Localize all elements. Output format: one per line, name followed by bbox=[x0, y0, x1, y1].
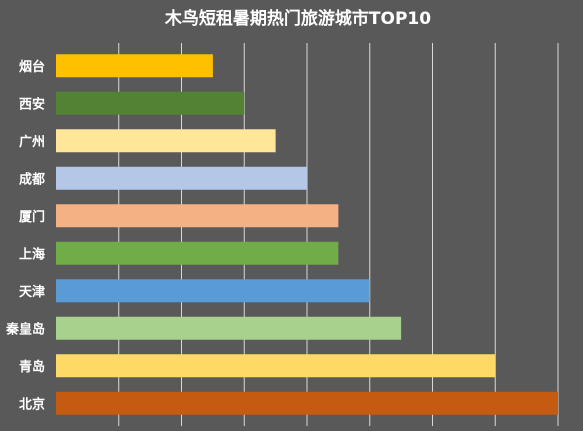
category-label: 广州 bbox=[19, 134, 45, 150]
bars bbox=[56, 54, 558, 415]
bar bbox=[56, 279, 370, 303]
category-label: 北京 bbox=[19, 396, 45, 412]
category-label: 厦门 bbox=[19, 209, 45, 225]
category-label: 天津 bbox=[19, 284, 45, 300]
chart-title: 木鸟短租暑期热门旅游城市TOP10 bbox=[164, 8, 431, 29]
category-label: 上海 bbox=[19, 246, 45, 262]
category-label: 青岛 bbox=[19, 359, 45, 375]
category-label: 成都 bbox=[19, 171, 45, 187]
bar bbox=[56, 91, 245, 115]
bar bbox=[56, 354, 496, 378]
bar bbox=[56, 391, 558, 415]
bar bbox=[56, 129, 276, 153]
bar bbox=[56, 166, 307, 190]
category-label: 西安 bbox=[19, 96, 45, 112]
category-label: 烟台 bbox=[19, 59, 45, 75]
bar bbox=[56, 316, 402, 340]
category-label: 秦皇岛 bbox=[5, 321, 45, 337]
bar bbox=[56, 204, 339, 228]
bar bbox=[56, 241, 339, 265]
bar bbox=[56, 54, 213, 78]
